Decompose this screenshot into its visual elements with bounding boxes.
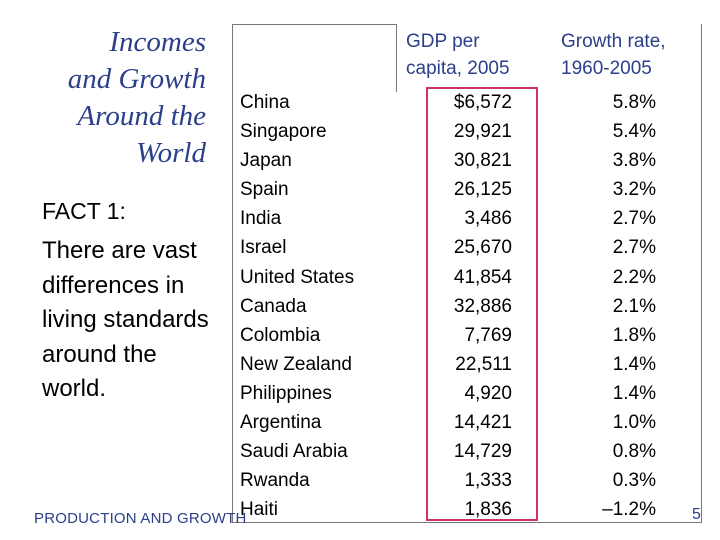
- gdp-cell: 7,769: [464, 324, 512, 346]
- gdp-cell: 1,836: [464, 499, 512, 521]
- country-cell: Canada: [240, 295, 307, 317]
- country-cell: China: [240, 92, 290, 113]
- gdp-cell: 22,511: [455, 353, 512, 375]
- gdp-cell: 3,486: [464, 208, 512, 230]
- country-cell: Haiti: [240, 499, 279, 521]
- country-cell: Israel: [240, 237, 287, 259]
- growth-cell: 1.8%: [612, 324, 656, 346]
- gdp-cell: 1,333: [464, 470, 512, 492]
- country-cell: New Zealand: [240, 353, 352, 375]
- growth-cell: 1.4%: [612, 353, 656, 375]
- page-number: 5: [692, 506, 701, 523]
- country-cell: Rwanda: [240, 470, 310, 492]
- growth-cell: 2.1%: [612, 295, 656, 317]
- gdp-cell: 32,886: [453, 295, 512, 317]
- gdp-cell: 25,670: [453, 237, 512, 259]
- gdp-cell: 41,854: [453, 266, 512, 288]
- growth-header-line: 1960-2005: [561, 58, 652, 79]
- growth-cell: 3.2%: [612, 179, 656, 201]
- country-cell: Singapore: [240, 121, 327, 143]
- country-cell: Colombia: [240, 324, 321, 346]
- growth-column-header: Growth rate, 1960-2005: [561, 28, 666, 82]
- gdp-highlight-box: [426, 87, 538, 521]
- table-top-border: [233, 24, 396, 25]
- fact-body: There are vast differences in living sta…: [42, 237, 209, 402]
- gdp-header-line: capita, 2005: [406, 58, 510, 79]
- gdp-column-header: GDP per capita, 2005: [406, 28, 510, 82]
- growth-cell: 5.4%: [612, 121, 656, 143]
- country-cell: India: [240, 208, 282, 230]
- gdp-cell: 4,920: [464, 382, 512, 404]
- growth-cell: 3.8%: [612, 150, 656, 172]
- country-cell: Philippines: [240, 382, 332, 404]
- country-cell: Argentina: [240, 412, 322, 434]
- title-line: Incomes: [109, 26, 206, 58]
- title-line: World: [136, 137, 206, 169]
- country-cell: United States: [240, 266, 355, 288]
- gdp-cell: 26,125: [453, 179, 512, 201]
- growth-cell: 0.8%: [612, 441, 656, 463]
- gdp-cell: 30,821: [453, 150, 512, 172]
- country-cell: Saudi Arabia: [240, 441, 348, 463]
- gdp-header-line: GDP per: [406, 31, 480, 52]
- title-line: Around the: [77, 100, 206, 132]
- gdp-cell: $6,572: [453, 92, 512, 113]
- growth-cell: 2.7%: [612, 208, 656, 230]
- table-frame: [232, 24, 702, 523]
- table-header-divider: [396, 24, 397, 92]
- growth-cell: 2.7%: [612, 237, 656, 259]
- growth-cell: 0.3%: [612, 470, 656, 492]
- growth-cell: 2.2%: [612, 266, 656, 288]
- growth-cell: –1.2%: [602, 499, 656, 521]
- slide-title: Incomes and Growth Around the World: [10, 24, 206, 172]
- gdp-cell: 14,421: [453, 412, 512, 434]
- country-column: China Singapore Japan Spain India Israel Unite…: [240, 88, 354, 524]
- gdp-cell: 14,729: [453, 441, 512, 463]
- footer-text: PRODUCTION AND GROWTH: [34, 510, 247, 527]
- growth-cell: 1.0%: [612, 412, 656, 434]
- country-cell: Japan: [240, 150, 292, 172]
- growth-cell: 1.4%: [612, 382, 656, 404]
- growth-column: 5.8% 5.4% 3.8% 3.2% 2.7% 2.7% 2.2% 2.1% 1.8% 1.4%…: [580, 88, 656, 524]
- fact-heading: FACT 1:: [42, 198, 126, 224]
- gdp-cell: 29,921: [453, 121, 512, 143]
- gdp-column: $6,572 29,921 30,821 26,125 3,486 25,670 41,85…: [430, 88, 512, 524]
- growth-header-line: Growth rate,: [561, 31, 666, 52]
- title-line: and Growth: [67, 63, 206, 95]
- growth-cell: 5.8%: [612, 92, 656, 113]
- country-cell: Spain: [240, 179, 289, 201]
